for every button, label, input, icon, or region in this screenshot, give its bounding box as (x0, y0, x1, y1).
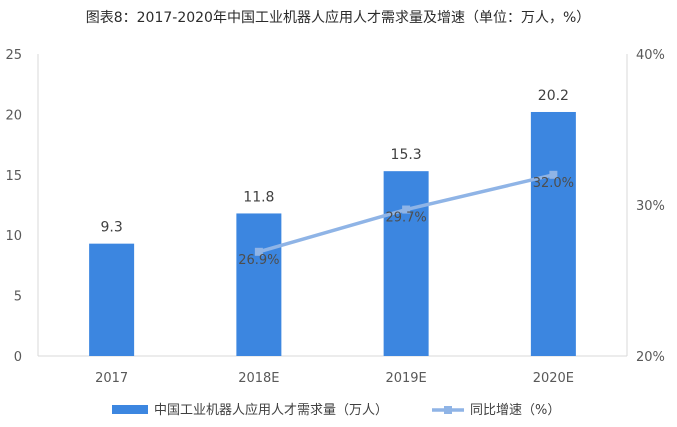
line-point (254, 247, 263, 256)
y-left-tick-label: 25 (5, 48, 22, 63)
bar (530, 111, 576, 356)
line-series: 26.9% 29.7% 32.0% (238, 170, 574, 268)
y-left-tick-label: 5 (14, 290, 22, 305)
chart-title: 图表8：2017-2020年中国工业机器人应用人才需求量及增速（单位：万人，%） (86, 9, 591, 26)
y-left-tick-label: 15 (5, 169, 22, 184)
line-point (549, 170, 558, 179)
x-tick-label: 2019E (385, 371, 426, 386)
legend-bar-swatch (112, 405, 148, 414)
line-data-label: 29.7% (385, 211, 426, 226)
y-left-tick-label: 0 (14, 350, 22, 365)
axes: 0 5 10 15 20 25 20% 30% 40% 2017 2018E 2019E 2020E (5, 48, 664, 386)
legend-bar-label: 中国工业机器人应用人才需求量（万人） (154, 402, 388, 418)
y-right-tick-label: 20% (636, 350, 665, 365)
line-point (402, 205, 411, 214)
bar-data-label: 9.3 (100, 220, 122, 236)
x-tick-label: 2020E (533, 371, 574, 386)
bar-data-label: 20.2 (538, 88, 569, 104)
legend: 中国工业机器人应用人才需求量（万人） 同比增速（%） (112, 402, 560, 418)
x-tick-label: 2017 (95, 371, 128, 386)
y-left-tick-label: 10 (5, 229, 22, 244)
y-left-tick-label: 20 (5, 108, 22, 123)
line-data-label: 26.9% (238, 253, 279, 268)
bar-series: 9.3 11.8 15.3 20.2 (89, 88, 576, 356)
bar-data-label: 15.3 (391, 147, 422, 163)
x-tick-label: 2018E (238, 371, 279, 386)
bar (236, 213, 282, 356)
y-right-tick-label: 30% (636, 199, 665, 214)
line-data-label: 32.0% (533, 176, 574, 191)
bar-data-label: 11.8 (243, 189, 274, 205)
y-right-tick-label: 40% (636, 48, 665, 63)
legend-line-marker (444, 406, 452, 414)
legend-line-label: 同比增速（%） (470, 403, 560, 418)
bar (89, 243, 135, 356)
bar (383, 171, 429, 356)
